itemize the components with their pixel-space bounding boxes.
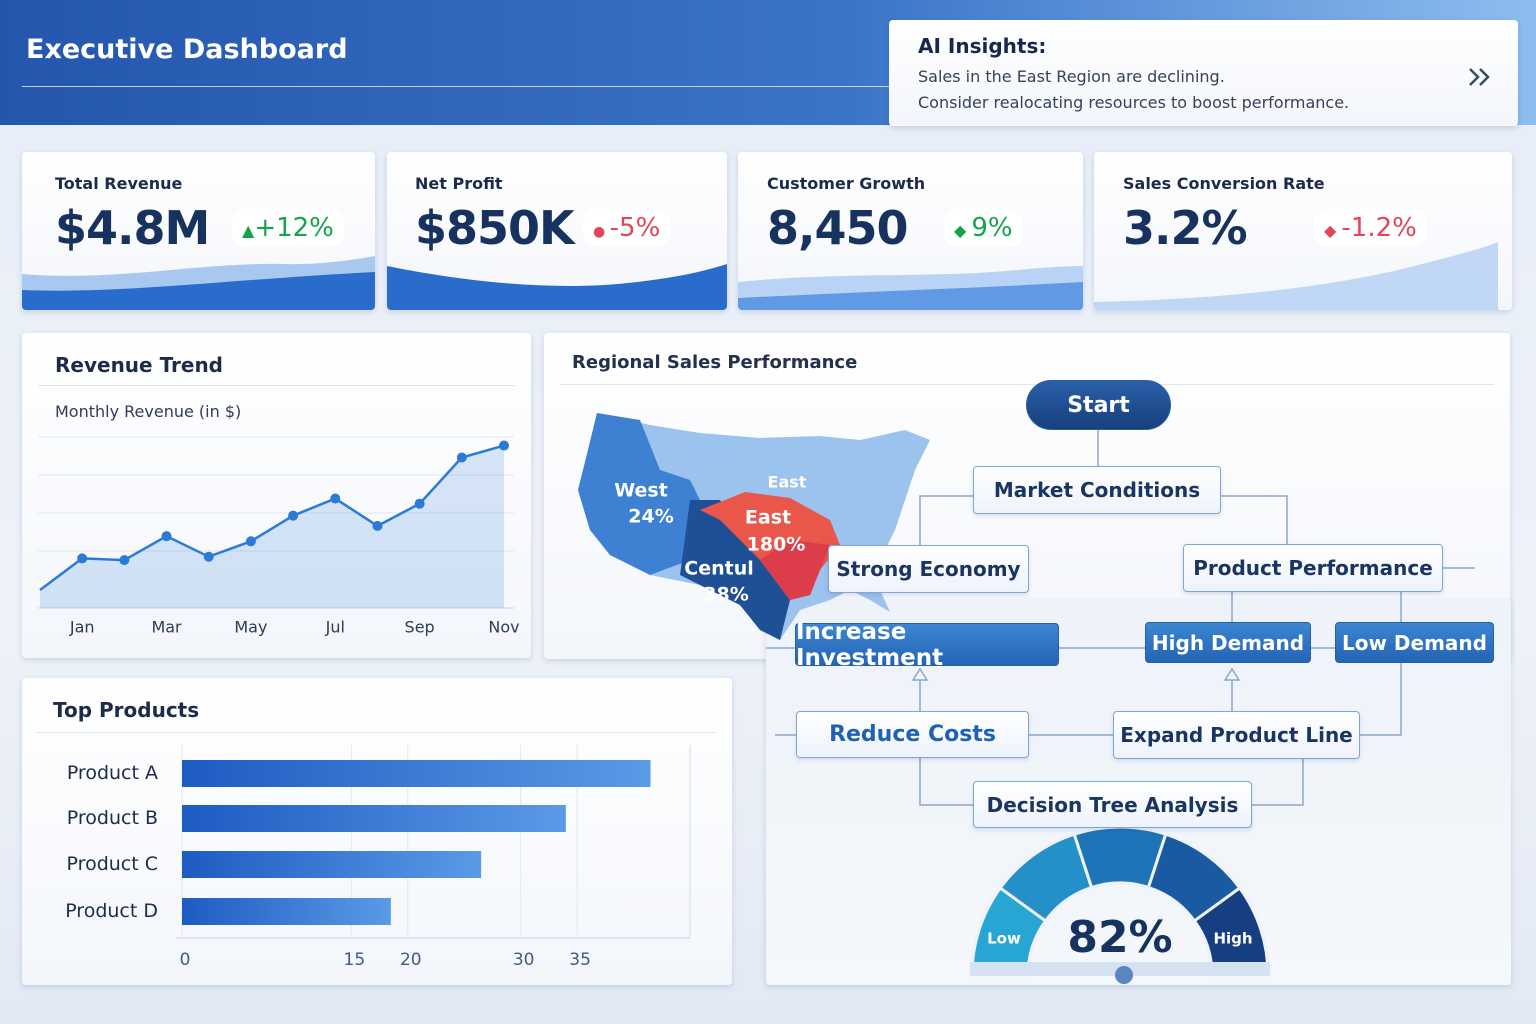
kpi-value: $4.8M <box>55 201 210 255</box>
header-rule <box>22 86 890 87</box>
tree-node[interactable]: Low Demand <box>1335 622 1494 663</box>
kpi-label: Net Profit <box>415 174 503 193</box>
card-rule <box>36 732 716 733</box>
card-title: Top Products <box>53 698 200 722</box>
tree-node[interactable]: Expand Product Line <box>1113 711 1360 759</box>
tree-node[interactable]: Market Conditions <box>973 466 1221 514</box>
expand-icon[interactable] <box>1467 66 1493 88</box>
kpi-change-text: +12% <box>254 213 334 243</box>
kpi-value: 3.2% <box>1123 201 1248 255</box>
insights-card[interactable]: AI Insights: Sales in the East Region ar… <box>889 20 1518 126</box>
kpi-change: ● -5% <box>583 209 671 247</box>
tree-node[interactable]: Reduce Costs <box>796 711 1029 758</box>
tree-node[interactable]: Increase Investment <box>795 619 1059 671</box>
insights-line: Sales in the East Region are declining. <box>918 67 1225 86</box>
kpi-card: Sales Conversion Rate 3.2% ◆ -1.2% <box>1094 152 1512 310</box>
revenue-card: Revenue Trend Monthly Revenue (in $) <box>22 333 531 658</box>
card-title: Revenue Trend <box>55 353 223 377</box>
kpi-change-text: -5% <box>609 213 661 243</box>
kpi-change-text: -1.2% <box>1341 213 1417 243</box>
kpi-change: ◆ 9% <box>944 209 1023 247</box>
tree-node[interactable]: Start <box>1026 380 1171 430</box>
tree-node[interactable]: Decision Tree Analysis <box>973 781 1252 828</box>
kpi-wave <box>738 266 1083 310</box>
kpi-wave <box>387 264 727 310</box>
tree-node[interactable]: High Demand <box>1145 622 1311 663</box>
tree-node[interactable]: Product Performance <box>1183 544 1443 592</box>
insights-title: AI Insights: <box>918 34 1047 58</box>
card-title: Regional Sales Performance <box>572 352 858 373</box>
kpi-change: ▲+12% <box>232 209 344 247</box>
kpi-change-text: 9% <box>971 213 1013 243</box>
insights-line: Consider realocating resources to boost … <box>918 93 1350 112</box>
page-title: Executive Dashboard <box>26 34 348 65</box>
kpi-wave <box>1094 242 1498 310</box>
kpi-value: $850K <box>415 201 575 255</box>
kpi-change: ◆ -1.2% <box>1314 209 1427 247</box>
products-card: Top Products <box>22 678 732 985</box>
kpi-label: Sales Conversion Rate <box>1123 174 1325 193</box>
kpi-card: Net Profit $850K ● -5% <box>387 152 727 310</box>
kpi-wave <box>22 256 375 310</box>
tree-node[interactable]: Strong Economy <box>828 545 1029 593</box>
kpi-card: Customer Growth 8,450 ◆ 9% <box>738 152 1083 310</box>
kpi-label: Total Revenue <box>55 174 183 193</box>
kpi-value: 8,450 <box>767 201 909 255</box>
chart-subtitle: Monthly Revenue (in $) <box>55 402 242 421</box>
card-rule <box>560 384 1494 385</box>
kpi-label: Customer Growth <box>767 174 926 193</box>
kpi-card: Total Revenue $4.8M ▲+12% <box>22 152 375 310</box>
card-rule <box>38 385 515 386</box>
